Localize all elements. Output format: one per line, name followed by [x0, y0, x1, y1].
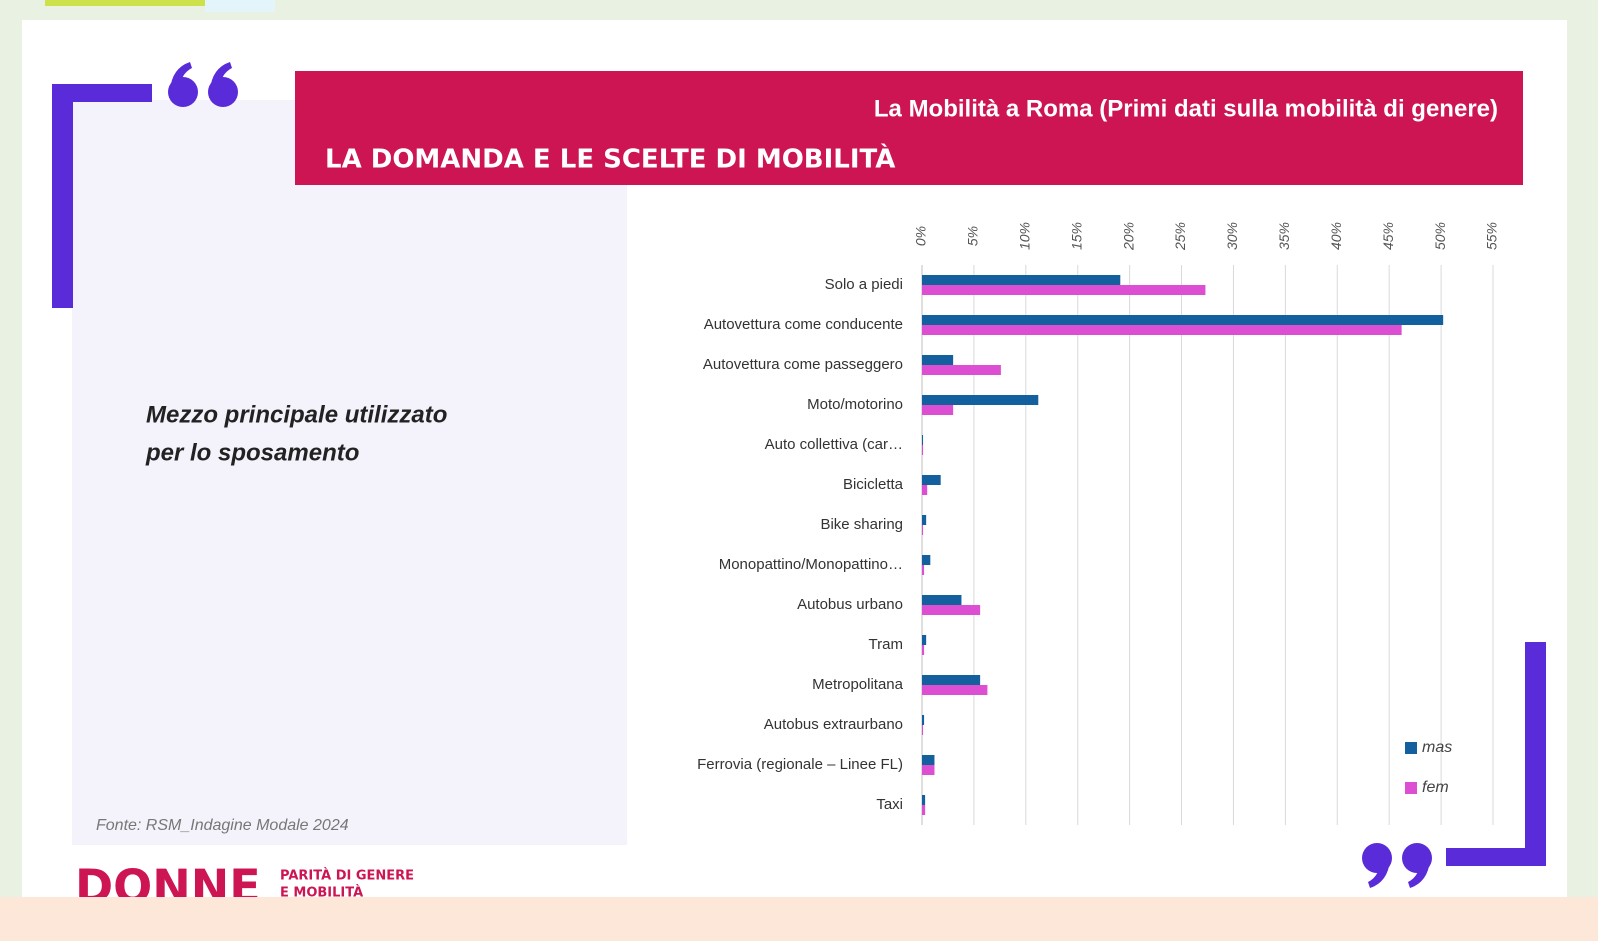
bar [922, 445, 924, 455]
bar [922, 675, 981, 685]
bar [922, 315, 1444, 325]
bar [922, 635, 927, 645]
bottom-strip [0, 897, 1598, 941]
y-tick-label: Metropolitana [812, 676, 904, 693]
bar [922, 555, 931, 565]
bar [922, 565, 925, 575]
bar [922, 685, 988, 695]
y-tick-label: Autovettura come conducente [704, 316, 903, 333]
quote-open [168, 62, 238, 107]
y-tick-label: Bicicletta [843, 476, 904, 493]
bar [922, 485, 928, 495]
x-tick-label: 5% [965, 226, 981, 246]
y-tick-label: Monopattino/Monopattino… [719, 556, 903, 573]
x-tick-label: 45% [1380, 222, 1396, 250]
bar [922, 365, 1001, 375]
y-tick-label: Tram [869, 636, 903, 653]
bar [922, 595, 962, 605]
bar [922, 805, 926, 815]
x-tick-label: 55% [1484, 222, 1500, 250]
bar [922, 755, 935, 765]
bar [922, 285, 1206, 295]
x-tick-label: 20% [1120, 222, 1136, 251]
y-tick-label: Autobus urbano [797, 596, 903, 613]
x-tick-label: 35% [1276, 222, 1292, 250]
bar [922, 525, 924, 535]
y-tick-label: Auto collettiva (car… [765, 436, 903, 453]
legend-label: mas [1422, 739, 1452, 756]
side-text: Mezzo principale utilizzato [146, 401, 447, 428]
x-tick-label: 30% [1224, 222, 1240, 250]
x-tick-label: 10% [1017, 222, 1033, 250]
source: Fonte: RSM_Indagine Modale 2024 [96, 817, 349, 834]
x-tick-label: 50% [1432, 222, 1448, 250]
bar [922, 405, 954, 415]
y-tick-label: Taxi [876, 796, 903, 813]
logo-tagline: E MOBILITÀ [280, 885, 363, 901]
tab-accent [45, 0, 205, 6]
bar [922, 795, 926, 805]
side-panel [72, 100, 627, 845]
y-tick-label: Solo a piedi [825, 276, 903, 293]
bar [922, 515, 927, 525]
header-subtitle: La Mobilità a Roma (Primi dati sulla mob… [874, 95, 1498, 122]
header-band [295, 71, 1523, 185]
bar [922, 645, 925, 655]
bar [922, 475, 941, 485]
bar [922, 275, 1121, 285]
x-tick-label: 0% [913, 226, 929, 246]
x-tick-label: 25% [1172, 222, 1188, 251]
bar [922, 715, 925, 725]
x-tick-label: 40% [1328, 222, 1344, 250]
x-tick-label: 15% [1068, 222, 1084, 250]
legend-swatch [1405, 782, 1417, 794]
bracket-right [1446, 642, 1546, 866]
chart: 0% 5% 10% 15% 20% 25% 30% 35% 40% 45% 50% 55% Solo a… [697, 222, 1500, 825]
side-text: per lo sposamento [145, 439, 359, 466]
y-tick-label: Bike sharing [820, 516, 903, 533]
tab [205, 0, 275, 12]
y-tick-label: Ferrovia (regionale – Linee FL) [697, 756, 903, 773]
header-title: LA DOMANDA E LE SCELTE DI MOBILITÀ [325, 143, 895, 175]
legend-swatch [1405, 742, 1417, 754]
y-tick-label: Autobus extraurbano [764, 716, 903, 733]
bar [922, 435, 924, 445]
bracket-left [52, 84, 152, 308]
legend-label: fem [1422, 779, 1449, 796]
y-tick-label: Autovettura come passeggero [703, 356, 903, 373]
logo-tagline: PARITÀ DI GENERE [280, 868, 414, 884]
quote-close [1362, 843, 1432, 888]
bar [922, 355, 954, 365]
bar [922, 765, 935, 775]
bar [922, 395, 1039, 405]
y-tick-label: Moto/motorino [807, 396, 903, 413]
bar [922, 605, 981, 615]
bar [922, 325, 1402, 335]
bar [922, 725, 924, 735]
